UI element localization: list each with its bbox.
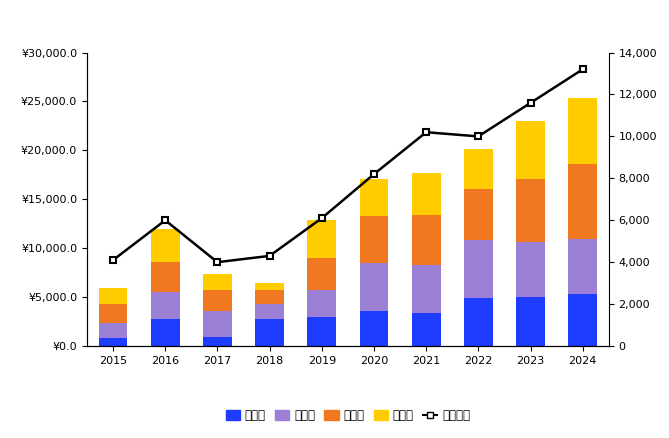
Bar: [569, 98, 597, 164]
Bar: [569, 164, 597, 240]
Bar: [151, 262, 179, 292]
Bar: [256, 290, 284, 304]
Bar: [569, 240, 597, 294]
发行数量: [370, 172, 378, 177]
发行数量: [213, 260, 221, 265]
Bar: [203, 337, 231, 346]
Bar: [99, 288, 127, 304]
Bar: [360, 263, 388, 311]
Bar: [308, 258, 336, 290]
发行数量: [109, 258, 117, 263]
Legend: 一季度, 二季度, 三季度, 四季度, 发行数量: 一季度, 二季度, 三季度, 四季度, 发行数量: [221, 405, 475, 427]
Bar: [99, 323, 127, 338]
Line: 发行数量: 发行数量: [110, 66, 586, 265]
Bar: [516, 179, 545, 242]
Bar: [516, 242, 545, 297]
Bar: [569, 294, 597, 346]
Bar: [412, 313, 440, 346]
Bar: [412, 215, 440, 265]
Bar: [151, 292, 179, 318]
Bar: [516, 297, 545, 346]
发行数量: [161, 218, 169, 223]
Text: 人民币债券发行量 (十亿人民币): 人民币债券发行量 (十亿人民币): [13, 18, 176, 35]
Bar: [360, 311, 388, 346]
Bar: [99, 304, 127, 323]
Bar: [412, 265, 440, 313]
Bar: [256, 319, 284, 346]
Bar: [360, 216, 388, 263]
Bar: [464, 149, 492, 188]
Bar: [151, 318, 179, 346]
Bar: [203, 311, 231, 337]
Bar: [256, 304, 284, 319]
Bar: [308, 290, 336, 317]
Bar: [412, 173, 440, 215]
Bar: [464, 298, 492, 346]
发行数量: [266, 253, 274, 258]
Bar: [151, 229, 179, 262]
Bar: [516, 121, 545, 179]
Bar: [308, 317, 336, 346]
Bar: [464, 188, 492, 240]
Bar: [256, 283, 284, 290]
Bar: [203, 274, 231, 290]
发行数量: [527, 100, 535, 106]
发行数量: [318, 215, 326, 221]
Bar: [360, 179, 388, 216]
Bar: [464, 240, 492, 298]
发行数量: [422, 130, 430, 135]
Bar: [308, 220, 336, 258]
Bar: [99, 338, 127, 346]
发行数量: [474, 134, 482, 139]
Bar: [203, 290, 231, 311]
发行数量: [579, 67, 587, 72]
